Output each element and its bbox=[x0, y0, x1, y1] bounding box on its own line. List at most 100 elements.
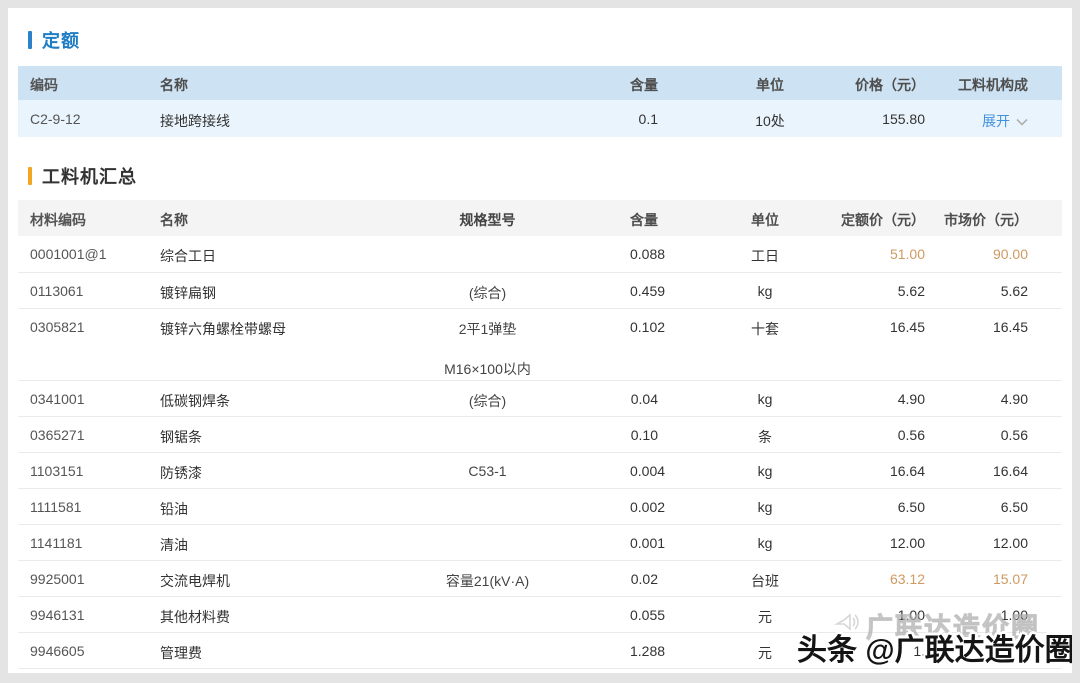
quota-price: 6.50 bbox=[840, 488, 940, 524]
market-price: 0.56 bbox=[940, 416, 1062, 452]
spec: C53-1 bbox=[345, 452, 630, 488]
quantity: 0.002 bbox=[630, 488, 690, 524]
material-code: 1103151 bbox=[18, 452, 160, 488]
material-code: 9925001 bbox=[18, 560, 160, 596]
unit: 元 bbox=[690, 632, 840, 668]
quota-name: 接地跨接线 bbox=[160, 100, 630, 137]
material-code: 0341001 bbox=[18, 380, 160, 416]
table-row: 0113061镀锌扁钢(综合)0.459kg5.625.62 bbox=[18, 272, 1062, 308]
column-header: 含量 bbox=[630, 66, 690, 100]
summary-table-body: 0001001@1综合工日0.088工日51.0090.000113061镀锌扁… bbox=[18, 236, 1062, 668]
quota-unit: 10处 bbox=[690, 100, 850, 137]
unit: 台班 bbox=[690, 560, 840, 596]
quantity: 0.02 bbox=[630, 560, 690, 596]
spec: 容量21(kV·A) bbox=[345, 560, 630, 596]
table-row: 1111581铅油0.002kg6.506.50 bbox=[18, 488, 1062, 524]
material-name: 清油 bbox=[160, 524, 345, 560]
quota-price: 4.90 bbox=[840, 380, 940, 416]
table-row: 0365271钢锯条0.10条0.560.56 bbox=[18, 416, 1062, 452]
unit: 元 bbox=[690, 596, 840, 632]
unit: 工日 bbox=[690, 236, 840, 272]
quota-price: 155.80 bbox=[850, 100, 940, 137]
page: 定额 编码名称含量单位价格（元）工料机构成 C2-9-12 接地跨接线 0.1 … bbox=[8, 8, 1072, 673]
spec bbox=[345, 596, 630, 632]
quantity: 0.088 bbox=[630, 236, 690, 272]
material-code: 9946131 bbox=[18, 596, 160, 632]
quota-price: 12.00 bbox=[840, 524, 940, 560]
expand-link-label: 展开 bbox=[982, 111, 1010, 131]
unit: kg bbox=[690, 488, 840, 524]
table-row: 1103151防锈漆C53-10.004kg16.6416.64 bbox=[18, 452, 1062, 488]
table-row: 0341001低碳钢焊条(综合)0.04kg4.904.90 bbox=[18, 380, 1062, 416]
table-row: 0001001@1综合工日0.088工日51.0090.00 bbox=[18, 236, 1062, 272]
expand-link[interactable]: 展开 bbox=[982, 111, 1028, 131]
market-price: 15.07 bbox=[940, 560, 1062, 596]
material-name: 镀锌扁钢 bbox=[160, 272, 345, 308]
quantity: 0.102 bbox=[630, 308, 690, 380]
summary-section: 工料机汇总 材料编码名称规格型号含量单位定额价（元）市场价（元） 0001001… bbox=[8, 164, 1072, 669]
table-row: 9946605管理费1.288元1.0 bbox=[18, 632, 1062, 668]
material-code: 9946605 bbox=[18, 632, 160, 668]
unit: kg bbox=[690, 524, 840, 560]
unit: kg bbox=[690, 380, 840, 416]
material-code: 1111581 bbox=[18, 488, 160, 524]
material-code: 0305821 bbox=[18, 308, 160, 380]
column-header: 定额价（元） bbox=[840, 200, 940, 236]
column-header: 名称 bbox=[160, 200, 345, 236]
material-code: 0365271 bbox=[18, 416, 160, 452]
spec bbox=[345, 488, 630, 524]
quantity: 0.055 bbox=[630, 596, 690, 632]
column-header: 编码 bbox=[18, 66, 160, 100]
market-price: 16.45 bbox=[940, 308, 1062, 380]
unit: kg bbox=[690, 272, 840, 308]
column-header: 名称 bbox=[160, 66, 630, 100]
quota-price: 1.00 bbox=[840, 596, 940, 632]
table-row: 9925001交流电焊机容量21(kV·A)0.02台班63.1215.07 bbox=[18, 560, 1062, 596]
material-name: 管理费 bbox=[160, 632, 345, 668]
quota-price: 16.64 bbox=[840, 452, 940, 488]
summary-header-row: 材料编码名称规格型号含量单位定额价（元）市场价（元） bbox=[18, 200, 1062, 236]
summary-section-title: 工料机汇总 bbox=[28, 164, 1072, 188]
column-header: 单位 bbox=[690, 66, 850, 100]
section-title-text: 定额 bbox=[42, 27, 80, 53]
table-row: 1141181清油0.001kg12.0012.00 bbox=[18, 524, 1062, 560]
quota-code: C2-9-12 bbox=[18, 100, 160, 137]
quota-table: 编码名称含量单位价格（元）工料机构成 C2-9-12 接地跨接线 0.1 10处… bbox=[18, 66, 1062, 137]
quota-price: 1. bbox=[840, 632, 940, 668]
spec: 2平1弹垫M16×100以内 bbox=[345, 308, 630, 380]
spec bbox=[345, 236, 630, 272]
quota-price: 63.12 bbox=[840, 560, 940, 596]
unit: kg bbox=[690, 452, 840, 488]
material-name: 铅油 bbox=[160, 488, 345, 524]
market-price: 1.00 bbox=[940, 596, 1062, 632]
quantity: 0.04 bbox=[630, 380, 690, 416]
quantity: 0.459 bbox=[630, 272, 690, 308]
column-header: 市场价（元） bbox=[940, 200, 1062, 236]
quota-section: 定额 编码名称含量单位价格（元）工料机构成 C2-9-12 接地跨接线 0.1 … bbox=[8, 8, 1072, 137]
quota-section-title: 定额 bbox=[28, 28, 1072, 52]
market-price: 12.00 bbox=[940, 524, 1062, 560]
quantity: 1.288 bbox=[630, 632, 690, 668]
material-code: 0113061 bbox=[18, 272, 160, 308]
section-title-text: 工料机汇总 bbox=[42, 163, 137, 189]
material-name: 钢锯条 bbox=[160, 416, 345, 452]
spec bbox=[345, 416, 630, 452]
quota-row: C2-9-12 接地跨接线 0.1 10处 155.80 展开 bbox=[18, 100, 1062, 137]
column-header: 价格（元） bbox=[850, 66, 940, 100]
quantity: 0.001 bbox=[630, 524, 690, 560]
quota-price: 16.45 bbox=[840, 308, 940, 380]
chevron-down-icon bbox=[1010, 113, 1028, 129]
material-name: 镀锌六角螺栓带螺母 bbox=[160, 308, 345, 380]
material-name: 低碳钢焊条 bbox=[160, 380, 345, 416]
quota-quantity: 0.1 bbox=[630, 100, 690, 137]
column-header: 材料编码 bbox=[18, 200, 160, 236]
material-name: 其他材料费 bbox=[160, 596, 345, 632]
quota-header-row: 编码名称含量单位价格（元）工料机构成 bbox=[18, 66, 1062, 100]
column-header: 规格型号 bbox=[345, 200, 630, 236]
material-name: 防锈漆 bbox=[160, 452, 345, 488]
quantity: 0.004 bbox=[630, 452, 690, 488]
column-header: 含量 bbox=[630, 200, 690, 236]
material-name: 综合工日 bbox=[160, 236, 345, 272]
column-header: 工料机构成 bbox=[940, 66, 1062, 100]
column-header: 单位 bbox=[690, 200, 840, 236]
